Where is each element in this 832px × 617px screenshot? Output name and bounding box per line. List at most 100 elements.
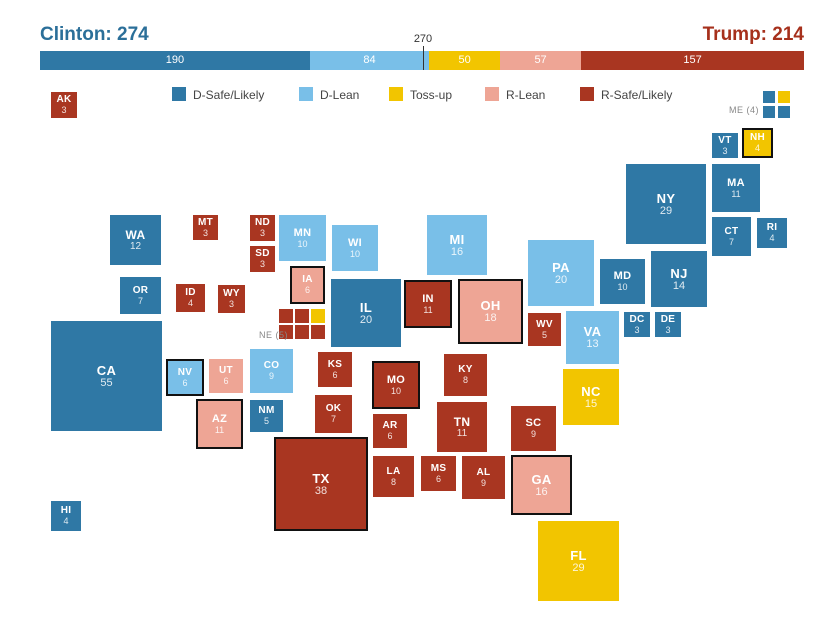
state-abbr: SC <box>525 417 542 429</box>
state-abbr: VT <box>718 134 732 146</box>
state-abbr: IL <box>359 299 373 315</box>
split-district-cell <box>279 309 293 323</box>
legend-swatch <box>580 87 594 101</box>
state-electoral-votes: 5 <box>541 329 547 340</box>
state-electoral-votes: 6 <box>387 431 393 441</box>
bar-segment-toss: 50 <box>429 51 501 70</box>
state-abbr: OH <box>480 298 501 313</box>
state-abbr: NM <box>258 405 275 416</box>
state-abbr: IN <box>422 292 434 305</box>
state-abbr: WY <box>223 288 240 299</box>
state-electoral-votes: 11 <box>731 188 741 199</box>
state-tile-id: ID 4 <box>176 284 205 312</box>
state-abbr: OK <box>325 403 342 414</box>
state-abbr: SD <box>255 248 270 259</box>
state-abbr: TX <box>312 470 330 486</box>
state-tile-tn: TN 11 <box>437 402 487 452</box>
state-electoral-votes: 29 <box>572 561 585 574</box>
state-tile-la: LA 8 <box>373 456 414 497</box>
state-abbr: IA <box>302 274 313 285</box>
state-electoral-votes: 9 <box>268 371 274 381</box>
state-abbr: NY <box>656 190 676 206</box>
state-tile-or: OR 7 <box>120 277 161 314</box>
state-electoral-votes: 20 <box>554 273 568 286</box>
state-electoral-votes: 11 <box>456 427 468 439</box>
state-electoral-votes: 3 <box>665 324 671 335</box>
legend-label: D-Lean <box>320 88 360 102</box>
state-electoral-votes: 4 <box>187 298 193 308</box>
state-tile-wi: WI 10 <box>332 225 378 271</box>
split-district-cell <box>311 309 325 323</box>
legend-label: D-Safe/Likely <box>193 88 265 102</box>
state-electoral-votes: 9 <box>480 477 486 488</box>
state-electoral-votes: 8 <box>390 476 396 487</box>
state-electoral-votes: 11 <box>423 304 433 315</box>
state-abbr: AK <box>56 94 72 105</box>
state-abbr: MO <box>386 373 406 386</box>
state-electoral-votes: 5 <box>263 416 269 426</box>
bar-segment-r-lean: 57 <box>500 51 582 70</box>
state-tile-tx: TX 38 <box>274 437 368 531</box>
state-tile-in: IN 11 <box>404 280 452 328</box>
state-abbr: KY <box>458 364 473 375</box>
state-tile-pa: PA 20 <box>528 240 594 306</box>
state-abbr: CT <box>724 225 739 237</box>
state-tile-ut: UT 6 <box>209 359 243 393</box>
state-tile-ak: AK 3 <box>51 92 77 118</box>
state-electoral-votes: 10 <box>297 238 308 249</box>
state-electoral-votes: 4 <box>63 516 69 526</box>
state-tile-va: VA 13 <box>566 311 619 364</box>
state-electoral-votes: 7 <box>137 295 143 306</box>
state-electoral-votes: 3 <box>228 299 234 309</box>
state-abbr: NC <box>581 383 601 399</box>
state-tile-il: IL 20 <box>331 279 401 347</box>
state-abbr: CA <box>96 362 117 378</box>
state-electoral-votes: 16 <box>535 485 548 498</box>
state-abbr: GA <box>531 471 552 487</box>
state-electoral-votes: 3 <box>722 145 728 156</box>
state-abbr: MS <box>430 462 447 474</box>
state-tile-ma: MA 11 <box>712 164 760 212</box>
state-electoral-votes: 8 <box>462 375 468 385</box>
state-abbr: AZ <box>211 412 228 425</box>
state-electoral-votes: 10 <box>617 282 628 292</box>
state-electoral-votes: 3 <box>634 324 640 335</box>
bar-segment-d-safe: 190 <box>40 51 310 70</box>
state-abbr: MI <box>449 231 465 247</box>
state-tile-hi: HI 4 <box>51 501 81 531</box>
legend-item-r-safe: R-Safe/Likely <box>580 87 672 103</box>
state-tile-vt: VT 3 <box>712 133 738 158</box>
state-tile-mt: MT 3 <box>193 215 218 240</box>
state-electoral-votes: 12 <box>129 240 142 252</box>
legend-swatch <box>299 87 313 101</box>
threshold-label: 270 <box>413 33 433 45</box>
state-electoral-votes: 6 <box>223 376 229 386</box>
state-electoral-votes: 4 <box>754 143 760 153</box>
legend-item-toss: Toss-up <box>389 87 452 103</box>
legend-label: R-Lean <box>506 88 546 102</box>
state-electoral-votes: 11 <box>214 424 225 435</box>
state-abbr: CO <box>263 360 280 371</box>
state-electoral-votes: 20 <box>359 313 373 326</box>
state-abbr: AL <box>476 466 491 478</box>
legend-item-r-lean: R-Lean <box>485 87 545 103</box>
threshold-marker <box>423 46 424 70</box>
state-abbr: NV <box>177 366 193 378</box>
state-tile-ks: KS 6 <box>318 352 352 387</box>
state-tile-ga: GA 16 <box>511 455 572 515</box>
state-electoral-votes: 16 <box>450 245 464 258</box>
state-tile-ny: NY 29 <box>626 164 706 244</box>
state-electoral-votes: 7 <box>330 414 336 424</box>
legend-label: Toss-up <box>410 88 453 102</box>
split-district-cell <box>295 325 309 339</box>
state-electoral-votes: 18 <box>484 312 497 324</box>
legend-swatch <box>172 87 186 101</box>
state-abbr: WV <box>536 318 553 330</box>
state-electoral-votes: 15 <box>584 397 598 410</box>
state-electoral-votes: 9 <box>530 429 536 439</box>
state-abbr: WI <box>347 236 363 249</box>
state-abbr: WA <box>125 227 146 242</box>
state-tile-ky: KY 8 <box>444 354 487 396</box>
state-tile-wv: WV 5 <box>528 313 561 346</box>
